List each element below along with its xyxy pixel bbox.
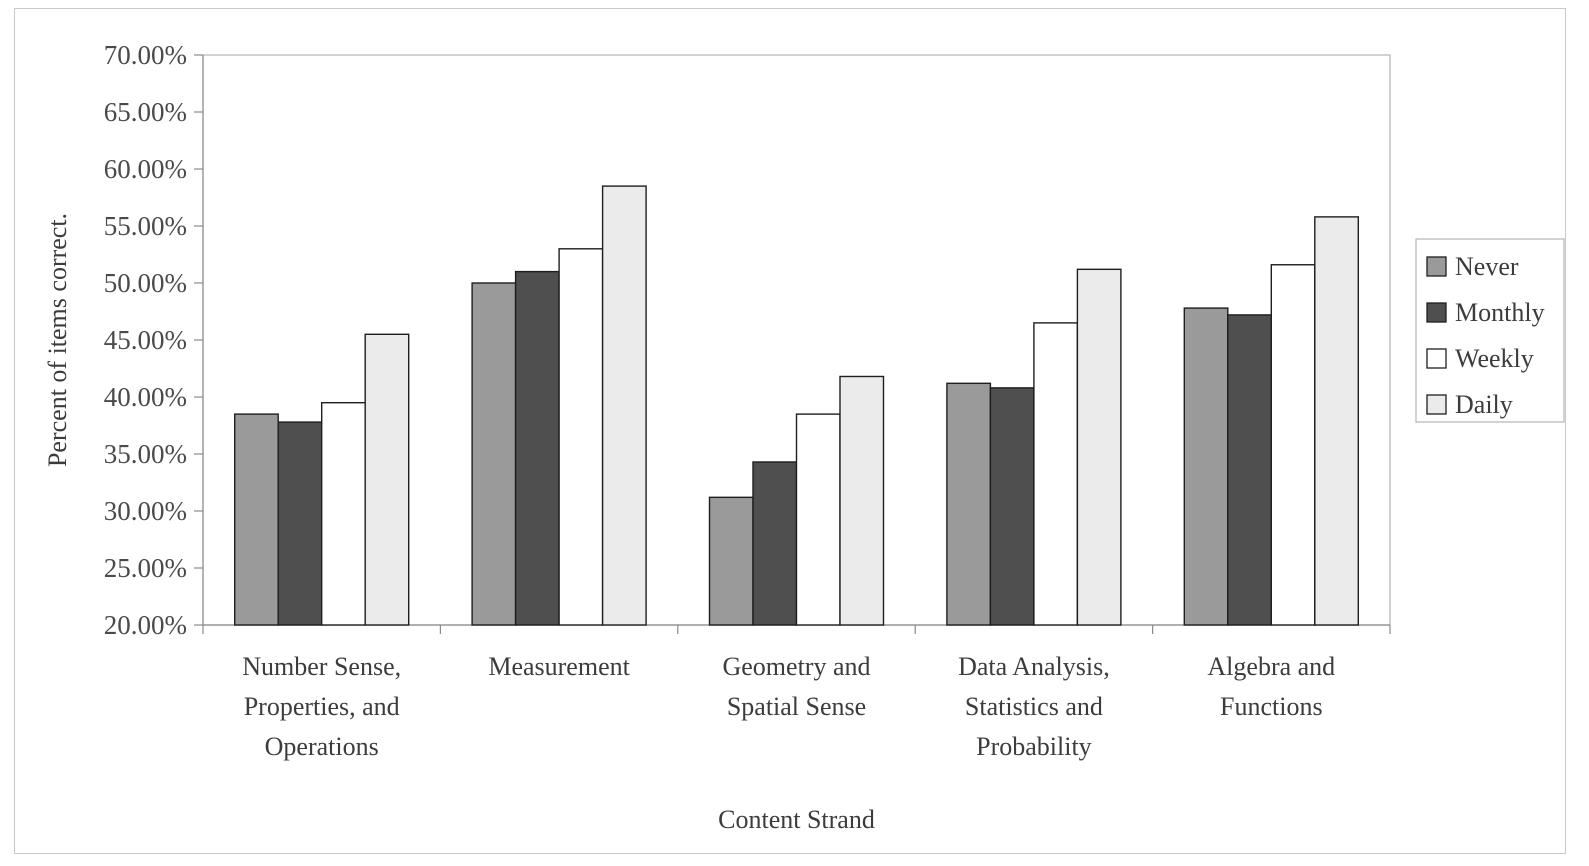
bar-never bbox=[946, 382, 992, 626]
legend-swatch bbox=[1426, 256, 1447, 277]
y-tick-label: 70.00% bbox=[104, 40, 187, 70]
bar-monthly bbox=[752, 461, 798, 626]
bar-never bbox=[708, 496, 754, 626]
x-axis-ticks bbox=[202, 625, 1391, 634]
y-tick-label: 30.00% bbox=[104, 496, 187, 526]
bar-weekly bbox=[321, 402, 366, 626]
bar-monthly bbox=[989, 387, 1035, 626]
bar-daily bbox=[1314, 216, 1360, 626]
bars bbox=[233, 185, 1360, 626]
y-axis-title: Percent of items correct. bbox=[43, 213, 72, 467]
y-tick-label: 45.00% bbox=[104, 325, 187, 355]
bar-weekly bbox=[1033, 322, 1079, 626]
legend-swatch bbox=[1426, 348, 1447, 369]
y-tick-label: 65.00% bbox=[104, 97, 187, 127]
legend-swatch bbox=[1426, 302, 1447, 323]
y-tick-label: 25.00% bbox=[104, 553, 187, 583]
bar-daily bbox=[364, 333, 410, 626]
x-category-label: Algebra and Functions bbox=[1207, 652, 1335, 721]
bar-weekly bbox=[795, 413, 841, 626]
legend-label: Never bbox=[1455, 252, 1519, 281]
legend: Never Monthly Weekly Daily bbox=[1415, 238, 1565, 423]
bar-monthly bbox=[1227, 314, 1273, 626]
y-tick-label: 35.00% bbox=[104, 439, 187, 469]
x-category-label: Data Analysis, Statistics and Probability bbox=[958, 652, 1110, 761]
x-category-label: Number Sense, Properties, and Operations bbox=[242, 652, 401, 761]
legend-label: Monthly bbox=[1455, 298, 1545, 327]
y-tick-label: 20.00% bbox=[104, 610, 187, 640]
category-labels: Number Sense, Properties, and Operations Me… bbox=[242, 652, 1335, 761]
bar-never bbox=[233, 413, 279, 626]
bar-weekly bbox=[558, 248, 604, 626]
chart-frame bbox=[14, 8, 1566, 854]
legend-label: Daily bbox=[1455, 390, 1513, 419]
bar-never bbox=[1183, 307, 1229, 626]
bar-monthly bbox=[514, 270, 560, 626]
legend-label: Weekly bbox=[1455, 344, 1534, 373]
bar-daily bbox=[1076, 268, 1122, 626]
bar-monthly bbox=[277, 421, 323, 626]
y-tick-label: 40.00% bbox=[104, 382, 187, 412]
legend-swatch bbox=[1426, 394, 1447, 415]
y-axis-ticks: 20.00% 25.00% 30.00% 35.00% 40.00% 45.00% 50.0… bbox=[104, 40, 203, 640]
bar-weekly bbox=[1270, 264, 1316, 626]
y-tick-label: 60.00% bbox=[104, 154, 187, 184]
x-axis-title: Content Strand bbox=[718, 805, 875, 834]
x-category-label: Measurement bbox=[488, 652, 630, 681]
y-tick-label: 55.00% bbox=[104, 211, 187, 241]
bar-daily bbox=[601, 185, 647, 626]
y-tick-label: 50.00% bbox=[104, 268, 187, 298]
x-category-label: Geometry and Spatial Sense bbox=[722, 652, 870, 721]
bar-daily bbox=[839, 375, 885, 626]
bar-never bbox=[471, 282, 517, 626]
